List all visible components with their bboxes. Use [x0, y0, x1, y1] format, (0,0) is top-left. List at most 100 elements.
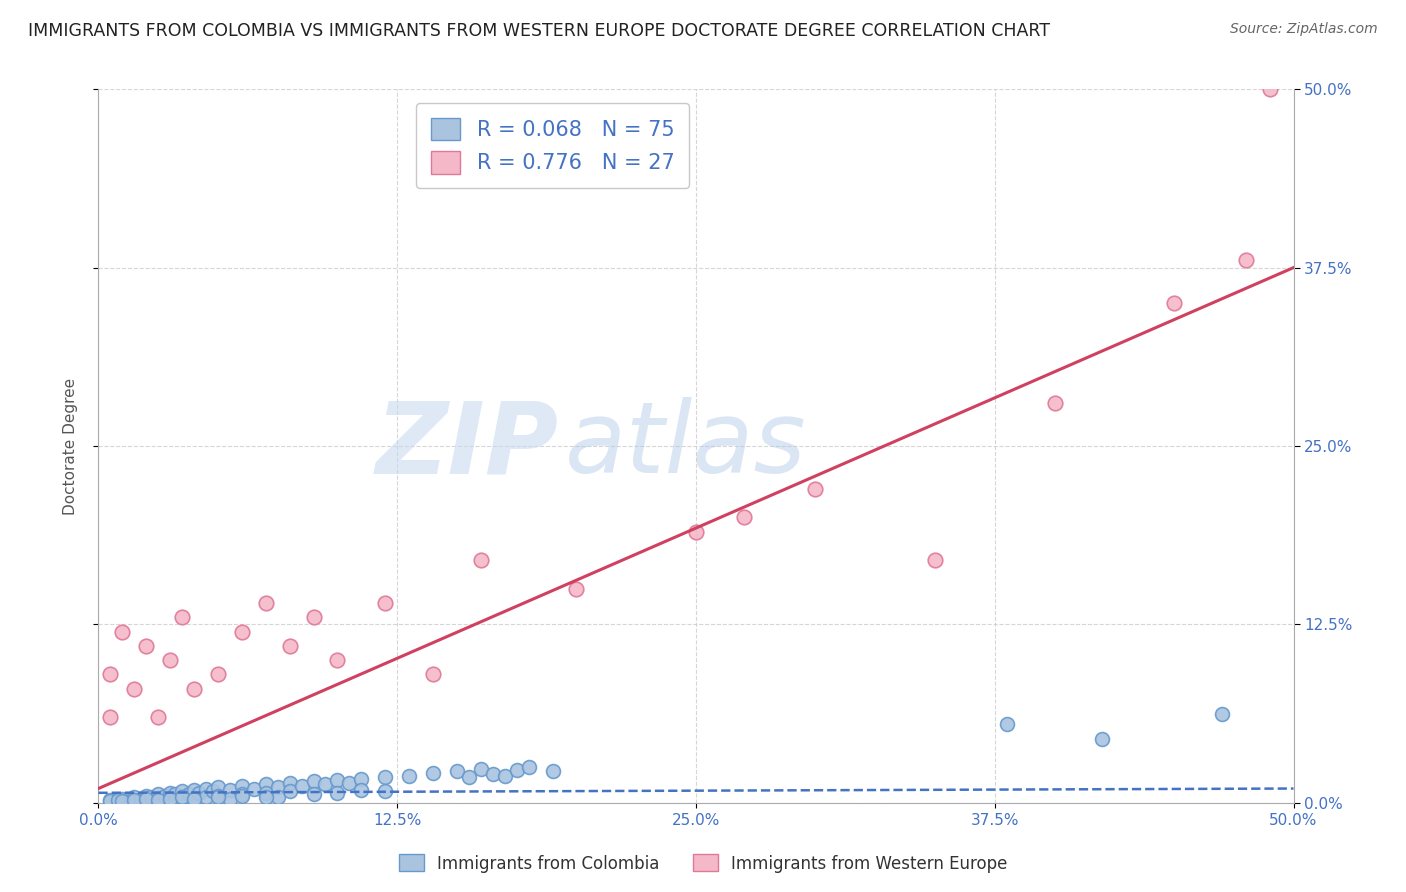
- Point: [159, 653, 181, 667]
- Point: [470, 762, 492, 776]
- Point: [278, 776, 301, 790]
- Point: [107, 794, 129, 808]
- Point: [187, 786, 209, 800]
- Point: [183, 681, 205, 696]
- Point: [124, 793, 146, 807]
- Point: [98, 710, 122, 724]
- Point: [339, 776, 361, 790]
- Point: [159, 786, 181, 800]
- Point: [278, 784, 301, 798]
- Point: [254, 596, 277, 610]
- Legend: Immigrants from Colombia, Immigrants from Western Europe: Immigrants from Colombia, Immigrants fro…: [392, 847, 1014, 880]
- Point: [804, 482, 827, 496]
- Point: [267, 780, 290, 794]
- Point: [207, 667, 229, 681]
- Point: [148, 710, 170, 724]
- Point: [135, 791, 157, 805]
- Point: [135, 793, 157, 807]
- Point: [446, 764, 468, 779]
- Point: [302, 774, 325, 789]
- Point: [458, 770, 481, 784]
- Point: [159, 791, 181, 805]
- Point: [124, 790, 146, 805]
- Point: [350, 783, 373, 797]
- Point: [111, 794, 134, 808]
- Point: [278, 639, 301, 653]
- Point: [1163, 296, 1185, 310]
- Point: [254, 786, 277, 800]
- Point: [124, 794, 146, 808]
- Point: [924, 553, 946, 567]
- Point: [172, 610, 194, 624]
- Point: [139, 790, 162, 805]
- Point: [398, 769, 420, 783]
- Point: [326, 772, 349, 787]
- Point: [183, 791, 205, 805]
- Y-axis label: Doctorate Degree: Doctorate Degree: [63, 377, 77, 515]
- Point: [183, 783, 205, 797]
- Point: [254, 777, 277, 791]
- Point: [115, 793, 138, 807]
- Point: [172, 784, 194, 798]
- Point: [135, 639, 157, 653]
- Point: [517, 760, 540, 774]
- Point: [267, 790, 290, 805]
- Point: [155, 789, 177, 803]
- Point: [111, 624, 134, 639]
- Point: [207, 790, 229, 805]
- Point: [243, 781, 266, 796]
- Point: [98, 793, 122, 807]
- Point: [374, 784, 396, 798]
- Point: [374, 770, 396, 784]
- Point: [172, 790, 194, 805]
- Point: [422, 667, 444, 681]
- Point: [481, 767, 505, 781]
- Point: [179, 787, 201, 801]
- Point: [148, 787, 170, 801]
- Point: [131, 791, 153, 805]
- Point: [733, 510, 755, 524]
- Point: [148, 791, 170, 805]
- Point: [1091, 731, 1114, 746]
- Point: [231, 779, 253, 793]
- Point: [207, 789, 229, 803]
- Point: [350, 772, 373, 786]
- Point: [541, 764, 564, 779]
- Text: IMMIGRANTS FROM COLOMBIA VS IMMIGRANTS FROM WESTERN EUROPE DOCTORATE DEGREE CORR: IMMIGRANTS FROM COLOMBIA VS IMMIGRANTS F…: [28, 22, 1050, 40]
- Point: [111, 791, 134, 805]
- Point: [163, 787, 186, 801]
- Legend: R = 0.068   N = 75, R = 0.776   N = 27: R = 0.068 N = 75, R = 0.776 N = 27: [416, 103, 689, 188]
- Point: [231, 789, 253, 803]
- Point: [302, 787, 325, 801]
- Point: [494, 769, 516, 783]
- Point: [1234, 253, 1257, 268]
- Point: [195, 790, 218, 805]
- Point: [135, 789, 157, 803]
- Point: [219, 791, 242, 805]
- Point: [1258, 82, 1281, 96]
- Point: [995, 717, 1018, 731]
- Point: [202, 784, 225, 798]
- Point: [685, 524, 707, 539]
- Point: [291, 779, 314, 793]
- Text: ZIP: ZIP: [375, 398, 558, 494]
- Point: [163, 793, 186, 807]
- Point: [148, 793, 170, 807]
- Point: [231, 787, 253, 801]
- Point: [207, 780, 229, 794]
- Point: [315, 777, 337, 791]
- Point: [107, 793, 129, 807]
- Point: [219, 783, 242, 797]
- Point: [183, 791, 205, 805]
- Point: [195, 781, 218, 796]
- Point: [470, 553, 492, 567]
- Point: [422, 765, 444, 780]
- Point: [172, 790, 194, 805]
- Point: [98, 667, 122, 681]
- Point: [1211, 707, 1233, 722]
- Point: [565, 582, 588, 596]
- Text: atlas: atlas: [565, 398, 806, 494]
- Point: [231, 624, 253, 639]
- Point: [374, 596, 396, 610]
- Point: [326, 786, 349, 800]
